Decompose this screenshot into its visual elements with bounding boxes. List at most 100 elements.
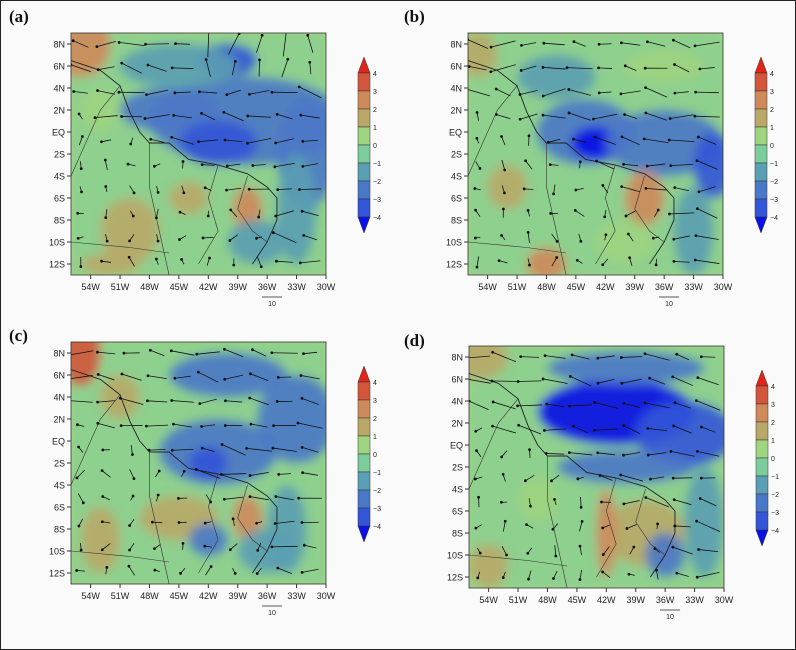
- wind-vector: [246, 447, 273, 452]
- wind-vector: [650, 476, 665, 480]
- wind-vector: [649, 377, 666, 385]
- map-panel-d: 8N 6N 4N 2N EQ 2S 4S 6S 8S 10S 12S 54W 51W 48W 45W 42W 3…: [409, 338, 795, 638]
- lat-tick-label: 12S: [447, 573, 463, 583]
- anomaly-region: [178, 121, 258, 165]
- wind-vector: [468, 89, 490, 97]
- border-line: [546, 143, 567, 275]
- wind-vector: [224, 374, 244, 380]
- wind-vector: [698, 186, 716, 193]
- wind-vector: [302, 472, 319, 476]
- wind-vector: [621, 378, 642, 384]
- wind-vector: [199, 398, 217, 405]
- wind-vector: [278, 473, 291, 475]
- shaded-field: [71, 342, 326, 584]
- wind-vector: [551, 474, 560, 482]
- anomaly-region: [624, 170, 665, 226]
- wind-vector: [496, 88, 511, 97]
- wind-vector: [97, 422, 115, 429]
- lat-tick-label: 4N: [451, 397, 463, 407]
- wind-vector: [71, 400, 93, 403]
- lat-tick-label: 2N: [53, 106, 65, 116]
- lon-tick-label: 39W: [625, 282, 644, 292]
- colorbar-tick-label: −3: [770, 197, 778, 204]
- lat-tick-label: 10S: [446, 238, 462, 248]
- wind-vector: [224, 496, 244, 500]
- wind-vector: [573, 425, 589, 434]
- wind-vector: [275, 138, 294, 144]
- wind-vector: [300, 114, 320, 119]
- wind-vector: [542, 114, 566, 119]
- lon-tick-label: 30W: [715, 595, 734, 605]
- lat-tick-label: 4S: [452, 485, 463, 495]
- wind-vector: [297, 422, 323, 429]
- colorbar-tick-label: −1: [771, 474, 779, 481]
- wind-vector: [476, 256, 480, 268]
- wind-vector: [521, 65, 537, 71]
- lon-tick-label: 54W: [81, 282, 100, 292]
- lat-tick-label: 2N: [450, 106, 462, 116]
- panel-label-a: (a): [9, 7, 29, 26]
- wind-vector: [147, 64, 167, 72]
- wind-vector: [201, 424, 216, 427]
- anomaly-region: [635, 401, 724, 467]
- wind-vector: [628, 233, 634, 242]
- wind-vector: [120, 397, 144, 405]
- colorbar-tick-label: 4: [373, 71, 377, 78]
- lat-tick-label: EQ: [52, 128, 65, 138]
- lat-tick-label: 4S: [451, 172, 462, 182]
- wind-vector: [199, 91, 218, 94]
- border-line: [71, 85, 121, 177]
- wind-vector: [551, 233, 558, 242]
- colorbar-tick-label: −3: [771, 510, 779, 517]
- lon-tick-label: 48W: [537, 282, 556, 292]
- wind-vector: [102, 543, 111, 551]
- wind-vector: [674, 64, 690, 73]
- wind-vector: [543, 88, 566, 97]
- wind-vector: [155, 208, 159, 218]
- wind-vector: [274, 162, 295, 168]
- border-line: [71, 550, 170, 563]
- wind-vector: [644, 138, 669, 144]
- wind-vector: [647, 41, 666, 47]
- wind-vector: [674, 187, 689, 192]
- lat-tick-label: 2S: [452, 463, 463, 473]
- lat-tick-label: 12S: [49, 260, 65, 270]
- wind-vector: [698, 136, 717, 145]
- wind-vector: [645, 87, 668, 98]
- anomaly-region: [684, 467, 724, 577]
- wind-vector: [594, 402, 619, 409]
- lat-tick-label: 6S: [451, 194, 462, 204]
- wind-vector: [544, 355, 566, 359]
- lat-tick-label: 4S: [54, 481, 65, 491]
- wind-vector: [275, 210, 294, 217]
- wind-vector: [674, 499, 692, 506]
- wind-vector: [696, 160, 718, 170]
- wind-vector: [226, 187, 242, 191]
- colorbar-tick-label: 2: [770, 107, 774, 114]
- wind-vector: [599, 475, 613, 481]
- panel-label-c: (c): [9, 326, 28, 345]
- wind-vector: [621, 186, 641, 193]
- wind-vector: [594, 428, 619, 431]
- lon-tick-label: 33W: [684, 282, 703, 292]
- wind-vector: [146, 89, 169, 96]
- wind-vector: [569, 452, 593, 456]
- colorbar-tick-label: 2: [771, 420, 775, 427]
- wind-vector: [299, 188, 322, 190]
- wind-vector: [501, 136, 506, 146]
- anomaly-region: [80, 507, 121, 573]
- wind-vector: [670, 164, 693, 166]
- wind-vector: [476, 112, 479, 121]
- wind-vector: [697, 208, 718, 219]
- colorbar-tick-label: −3: [373, 506, 381, 513]
- wind-vector: [524, 188, 534, 190]
- wind-vector: [573, 41, 586, 47]
- anomaly-region: [624, 49, 704, 83]
- wind-vector: [225, 400, 243, 403]
- wind-vector: [277, 113, 293, 120]
- lat-tick-label: EQ: [450, 441, 463, 451]
- colorbar: 4 3 2 1 0 −1 −2 −3 −4: [357, 365, 381, 543]
- anomaly-region: [71, 342, 101, 386]
- map-panel-b: 8N 6N 4N 2N EQ 2S 4S 6S 8S 10S 12S 54W 51W 48W 45W 42W 3…: [408, 25, 795, 325]
- anomaly-region: [169, 353, 287, 397]
